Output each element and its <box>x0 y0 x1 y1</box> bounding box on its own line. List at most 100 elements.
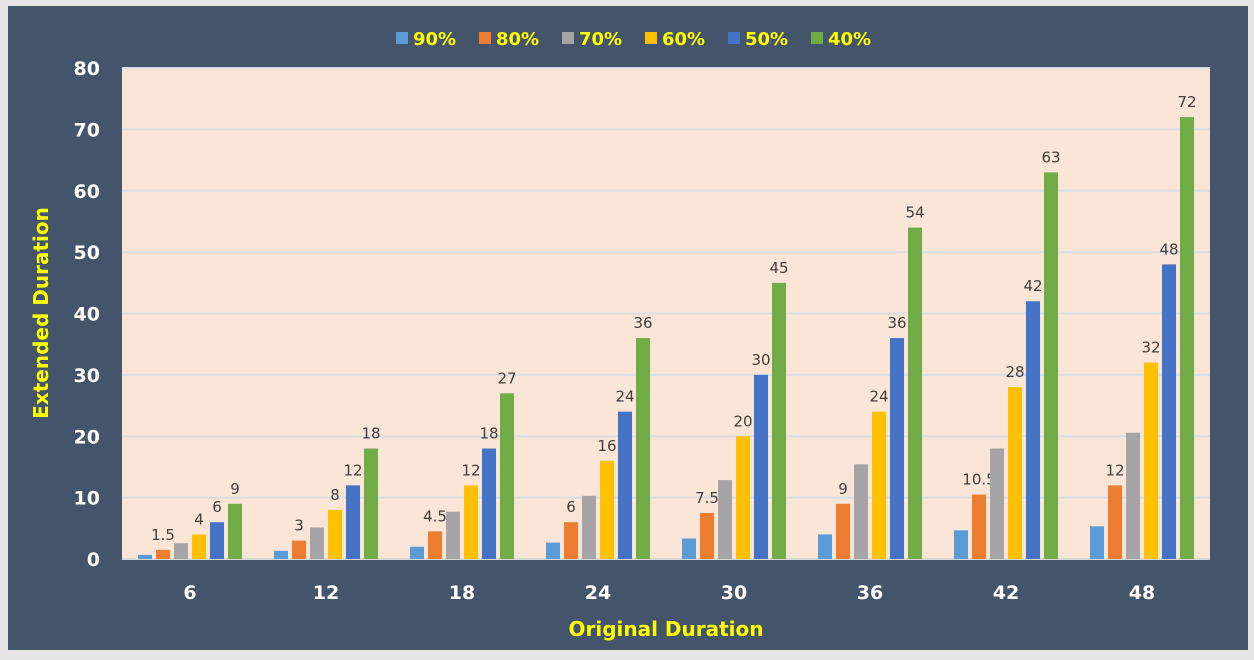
legend-swatch <box>728 32 740 44</box>
x-tick-label: 24 <box>585 582 611 604</box>
bar-80pct <box>1108 485 1122 559</box>
data-label: 9 <box>230 480 240 498</box>
bar-60pct <box>192 534 206 559</box>
x-tick-label: 48 <box>1129 582 1155 604</box>
bar-40pct <box>908 227 922 559</box>
bar-40pct <box>636 338 650 559</box>
x-axis-title: Original Duration <box>568 617 763 641</box>
bar-40pct <box>364 448 378 559</box>
bar-50pct <box>754 374 768 559</box>
data-label: 18 <box>361 425 380 443</box>
data-label: 6 <box>566 498 576 516</box>
data-label: 10.5 <box>962 471 995 489</box>
bar-80pct <box>292 540 306 559</box>
data-label: 36 <box>887 314 906 332</box>
bar-70pct <box>174 543 188 559</box>
data-label: 54 <box>905 204 924 222</box>
legend-swatch <box>562 32 574 44</box>
bar-90pct <box>410 546 424 559</box>
data-label: 7.5 <box>695 489 719 507</box>
x-tick-label: 30 <box>721 582 747 604</box>
bar-70pct <box>310 527 324 559</box>
data-label: 45 <box>769 259 788 277</box>
data-label: 30 <box>751 351 770 369</box>
legend-swatch <box>479 32 491 44</box>
y-tick-label: 40 <box>74 304 100 326</box>
bar-80pct <box>428 531 442 559</box>
data-label: 6 <box>212 498 222 516</box>
x-tick-label: 12 <box>313 582 339 604</box>
bar-60pct <box>464 485 478 559</box>
bar-80pct <box>700 512 714 559</box>
bar-70pct <box>990 448 1004 559</box>
bar-90pct <box>546 542 560 559</box>
data-label: 3 <box>294 517 304 535</box>
bar-50pct <box>1026 301 1040 559</box>
bar-60pct <box>600 460 614 559</box>
bar-40pct <box>772 282 786 559</box>
bar-80pct <box>972 494 986 559</box>
legend-swatch <box>645 32 657 44</box>
y-tick-label: 60 <box>74 181 100 203</box>
bar-80pct <box>156 549 170 559</box>
bar-70pct <box>1126 432 1140 559</box>
legend-label: 40% <box>828 29 871 50</box>
data-label: 4.5 <box>423 507 447 525</box>
bar-50pct <box>346 485 360 559</box>
data-label: 12 <box>343 461 362 479</box>
bar-60pct <box>872 411 886 559</box>
x-tick-label: 36 <box>857 582 883 604</box>
legend-label: 50% <box>745 29 788 50</box>
bar-70pct <box>718 480 732 559</box>
bar-50pct <box>1162 264 1176 559</box>
data-label: 12 <box>461 461 480 479</box>
y-tick-label: 70 <box>74 119 100 141</box>
legend-label: 80% <box>496 29 539 50</box>
y-tick-label: 10 <box>74 488 100 510</box>
legend-label: 70% <box>579 29 622 50</box>
y-axis-title: Extended Duration <box>29 207 53 419</box>
x-tick-label: 6 <box>183 582 196 604</box>
bar-60pct <box>736 436 750 559</box>
bar-90pct <box>138 554 152 559</box>
bar-60pct <box>328 509 342 559</box>
bar-80pct <box>836 503 850 559</box>
data-label: 18 <box>479 425 498 443</box>
bar-40pct <box>500 393 514 559</box>
data-label: 16 <box>597 437 616 455</box>
bar-90pct <box>1090 526 1104 559</box>
data-label: 36 <box>633 314 652 332</box>
bar-60pct <box>1008 387 1022 559</box>
data-label: 48 <box>1159 240 1178 258</box>
data-label: 63 <box>1041 148 1060 166</box>
x-tick-label: 18 <box>449 582 475 604</box>
legend-label: 60% <box>662 29 705 50</box>
data-label: 9 <box>838 480 848 498</box>
data-label: 32 <box>1141 339 1160 357</box>
y-tick-label: 30 <box>74 365 100 387</box>
bar-90pct <box>818 534 832 559</box>
data-label: 20 <box>733 412 752 430</box>
data-label: 72 <box>1177 93 1196 111</box>
legend-swatch <box>811 32 823 44</box>
data-label: 8 <box>330 486 340 504</box>
y-tick-label: 20 <box>74 426 100 448</box>
bar-40pct <box>228 503 242 559</box>
y-tick-label: 50 <box>74 242 100 264</box>
data-label: 4 <box>194 510 204 528</box>
data-label: 24 <box>615 388 634 406</box>
bar-70pct <box>446 511 460 559</box>
bar-50pct <box>210 522 224 559</box>
data-label: 27 <box>497 369 516 387</box>
bar-70pct <box>854 464 868 559</box>
bar-90pct <box>682 538 696 559</box>
bar-90pct <box>954 530 968 559</box>
data-label: 12 <box>1105 461 1124 479</box>
data-label: 28 <box>1005 363 1024 381</box>
bar-50pct <box>890 338 904 559</box>
y-tick-label: 80 <box>74 58 100 80</box>
bar-50pct <box>482 448 496 559</box>
bar-90pct <box>274 550 288 559</box>
data-label: 24 <box>869 388 888 406</box>
